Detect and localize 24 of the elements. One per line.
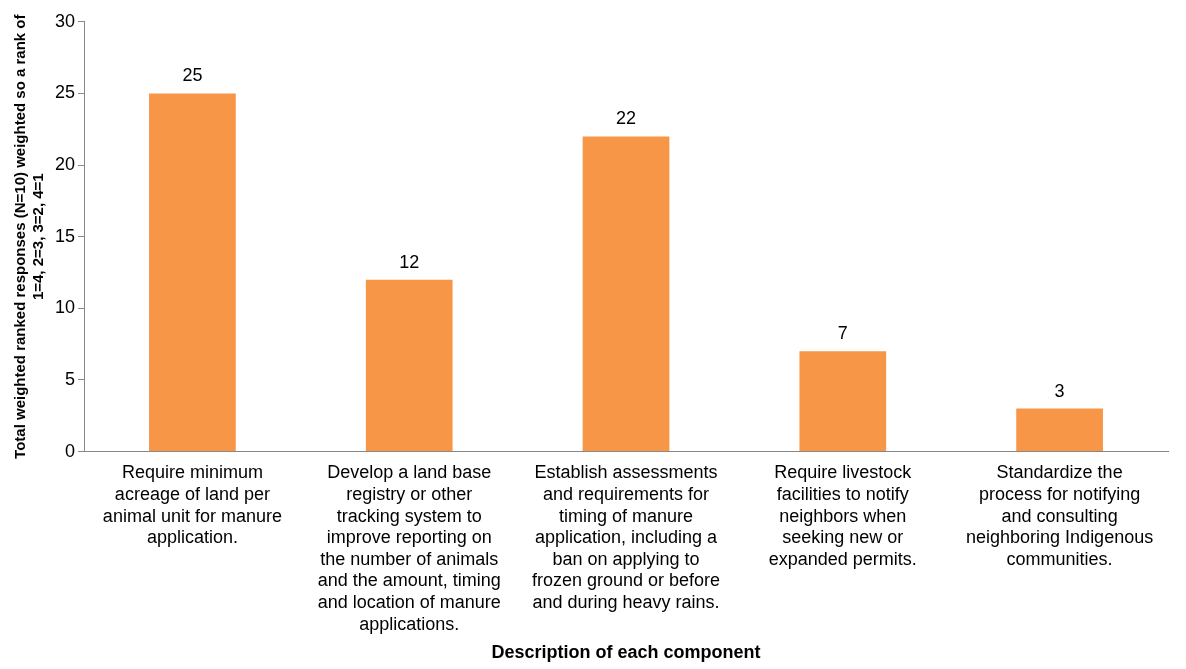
y-tick-label: 10 [54, 297, 76, 318]
data-label: 12 [399, 251, 420, 272]
x-axis-title: Description of each component [491, 642, 761, 663]
y-tick-label: 0 [65, 440, 76, 461]
bar [149, 93, 236, 452]
y-axis-title: Total weighted ranked responses (N=10) weighted so a rank of 1=4, 2=3, 3=2, 4=1 [11, 13, 47, 459]
y-tick-label: 15 [54, 225, 76, 246]
y-tick-label: 20 [54, 154, 76, 175]
data-label: 7 [837, 323, 848, 344]
y-tick-label: 5 [65, 368, 76, 389]
x-tick-label: Establish assessments and requirements for timing of manure application, including a ban on applying to frozen ground or before and during heavy rains. [531, 462, 721, 612]
bar [1016, 408, 1103, 452]
x-tick-label: Require livestock facilities to notify neighbors when seeking new or expanded permits. [768, 462, 917, 569]
data-label: 25 [182, 65, 203, 86]
bar [799, 351, 887, 452]
y-tick-label: 30 [54, 10, 76, 31]
bar [582, 136, 670, 452]
bar [365, 279, 453, 452]
y-tick-label: 25 [54, 82, 76, 103]
x-tick-label: Require minimum acreage of land per animal unit for manure application. [102, 462, 282, 548]
data-label: 3 [1054, 380, 1065, 401]
data-label: 22 [616, 108, 637, 129]
x-tick-label: Standardize the process for notifying and consulting neighboring Indigenous communities. [966, 462, 1154, 569]
x-tick-label: Develop a land base registry or other tracking system to improve reporting on the number of animals and the amount, timing and location of manure applications. [317, 462, 501, 634]
